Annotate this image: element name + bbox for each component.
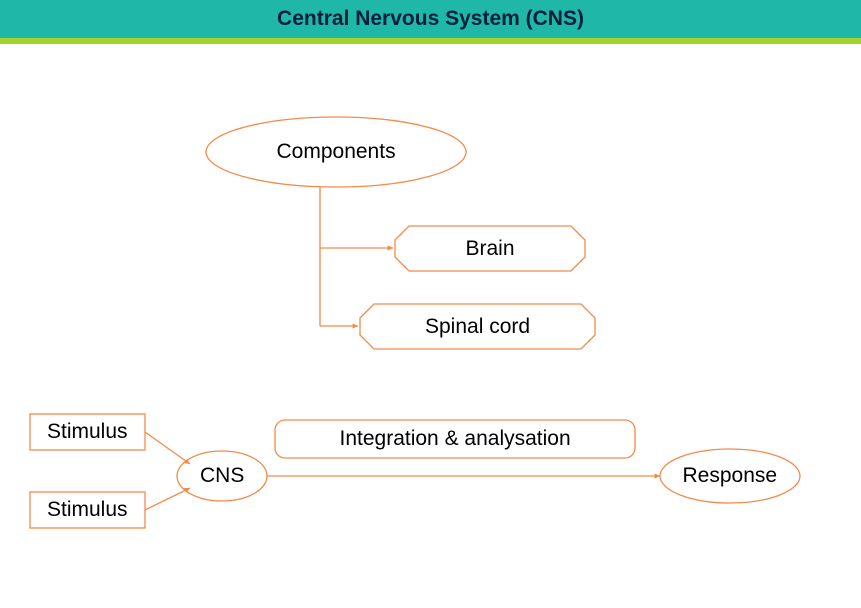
lower-connectors: [0, 44, 861, 608]
header-bar: Central Nervous System (CNS): [0, 0, 861, 38]
header-title: Central Nervous System (CNS): [277, 7, 584, 31]
diagram-canvas: Components Brain Spinal cord Stimulus St…: [0, 44, 861, 564]
